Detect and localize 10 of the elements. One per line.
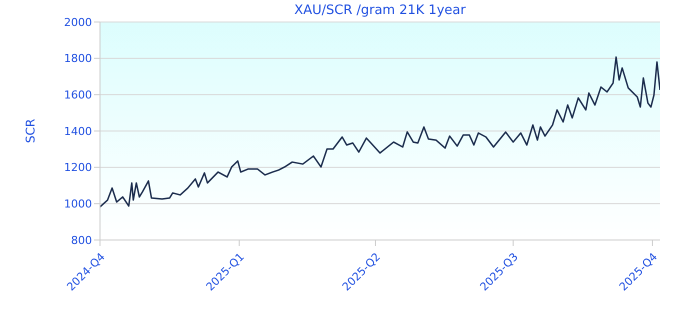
y-tick-label: 1600 — [64, 88, 92, 102]
y-tick-label: 800 — [71, 234, 92, 247]
y-axis-title: SCR — [23, 118, 38, 144]
line-series — [100, 56, 660, 208]
y-tick-label: 1200 — [64, 161, 92, 174]
y-tick-label: 1000 — [64, 198, 92, 211]
chart-title: XAU/SCR /gram 21K 1year — [293, 3, 467, 18]
y-tick-label: 1800 — [64, 52, 92, 66]
y-tick-label: 2000 — [64, 16, 92, 29]
y-tick-label: 1400 — [64, 124, 92, 138]
